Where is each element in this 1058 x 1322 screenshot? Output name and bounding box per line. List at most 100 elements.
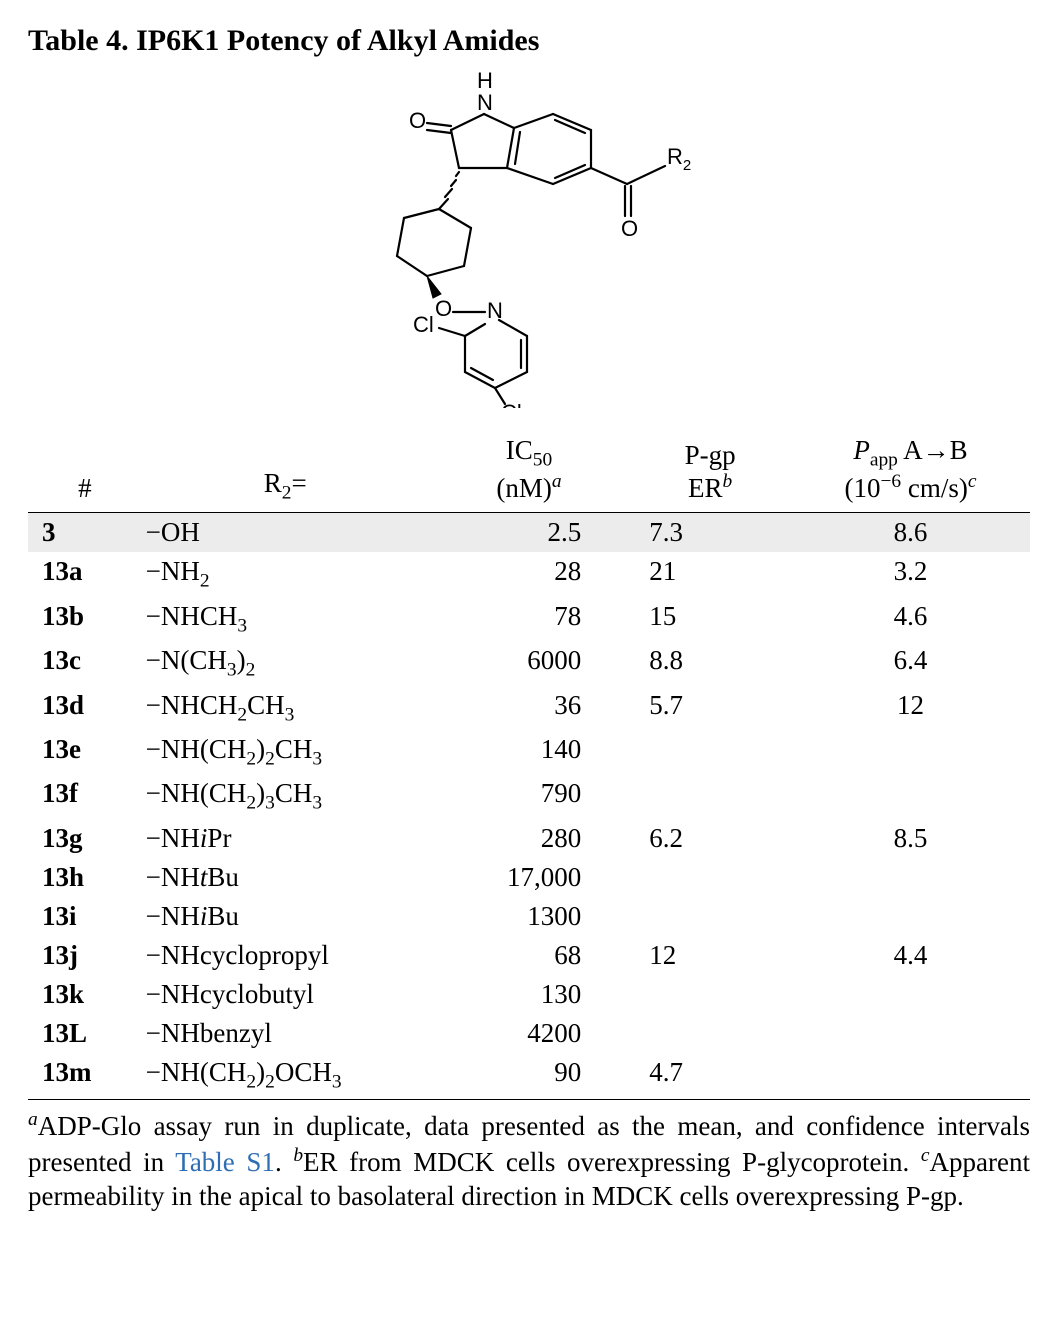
cell-papp: [791, 897, 1030, 936]
cell-papp: 4.4: [791, 936, 1030, 975]
col-header-r2: R2=: [142, 429, 429, 513]
cell-ic50: 78: [429, 597, 629, 641]
data-table: # R2= IC50 (nM)a P-gp ERb Papp A→B (10−6…: [28, 429, 1030, 1097]
label-Cl1: Cl: [413, 312, 434, 337]
cell-ic50: 790: [429, 774, 629, 818]
table-row: 13b−NHCH378154.6: [28, 597, 1030, 641]
link-table-s1[interactable]: Table S1: [175, 1147, 275, 1177]
table-header-row: # R2= IC50 (nM)a P-gp ERb Papp A→B (10−6…: [28, 429, 1030, 513]
table-body: 3−OH2.57.38.613a−NH228213.213b−NHCH37815…: [28, 513, 1030, 1097]
col-header-pgp: P-gp ERb: [629, 429, 791, 513]
cell-pgp: 4.7: [629, 1053, 791, 1097]
label-O3: O: [435, 296, 452, 321]
cell-pgp: [629, 975, 791, 1014]
cell-id: 13g: [28, 819, 142, 858]
table-row: 13L−NHbenzyl4200: [28, 1014, 1030, 1053]
label-O2: O: [621, 216, 638, 241]
chemical-structure: H N O O: [28, 68, 1030, 415]
cell-r2: −NHtBu: [142, 858, 429, 897]
table-row: 13c−N(CH3)260008.86.4: [28, 641, 1030, 685]
cell-pgp: 6.2: [629, 819, 791, 858]
table-row: 3−OH2.57.38.6: [28, 513, 1030, 553]
cell-r2: −NH(CH2)2OCH3: [142, 1053, 429, 1097]
cell-ic50: 6000: [429, 641, 629, 685]
cell-papp: [791, 1014, 1030, 1053]
label-R2: R2: [667, 144, 691, 174]
cell-papp: 12: [791, 686, 1030, 730]
cell-pgp: 8.8: [629, 641, 791, 685]
cell-pgp: 7.3: [629, 513, 791, 553]
cell-r2: −NH(CH2)2CH3: [142, 730, 429, 774]
cell-pgp: 5.7: [629, 686, 791, 730]
table-row: 13a−NH228213.2: [28, 552, 1030, 596]
cell-pgp: [629, 858, 791, 897]
table-row: 13m−NH(CH2)2OCH3904.7: [28, 1053, 1030, 1097]
chemical-structure-svg: H N O O: [309, 68, 749, 408]
table-row: 13g−NHiPr2806.28.5: [28, 819, 1030, 858]
cell-papp: [791, 975, 1030, 1014]
cell-ic50: 130: [429, 975, 629, 1014]
cell-r2: −NHbenzyl: [142, 1014, 429, 1053]
cell-papp: 4.6: [791, 597, 1030, 641]
cell-id: 13d: [28, 686, 142, 730]
cell-pgp: 12: [629, 936, 791, 975]
table-footnotes: aADP-Glo assay run in duplicate, data pr…: [28, 1099, 1030, 1214]
cell-id: 3: [28, 513, 142, 553]
cell-id: 13L: [28, 1014, 142, 1053]
cell-r2: −NH2: [142, 552, 429, 596]
cell-ic50: 140: [429, 730, 629, 774]
label-O1: O: [409, 108, 426, 133]
cell-papp: [791, 730, 1030, 774]
table-row: 13f−NH(CH2)3CH3790: [28, 774, 1030, 818]
cell-ic50: 28: [429, 552, 629, 596]
table-row: 13k−NHcyclobutyl130: [28, 975, 1030, 1014]
cell-id: 13b: [28, 597, 142, 641]
cell-r2: −NHiPr: [142, 819, 429, 858]
cell-id: 13f: [28, 774, 142, 818]
cell-id: 13m: [28, 1053, 142, 1097]
hashed-bond: [439, 172, 459, 209]
cell-r2: −NHcyclobutyl: [142, 975, 429, 1014]
label-N1: N: [477, 90, 493, 115]
table-title: Table 4. IP6K1 Potency of Alkyl Amides: [28, 24, 1030, 58]
cell-r2: −NHcyclopropyl: [142, 936, 429, 975]
cell-ic50: 90: [429, 1053, 629, 1097]
cell-pgp: [629, 730, 791, 774]
cell-r2: −NH(CH2)3CH3: [142, 774, 429, 818]
cell-papp: [791, 858, 1030, 897]
cell-pgp: [629, 897, 791, 936]
cell-ic50: 2.5: [429, 513, 629, 553]
cell-id: 13e: [28, 730, 142, 774]
cell-papp: 3.2: [791, 552, 1030, 596]
cell-id: 13h: [28, 858, 142, 897]
cell-papp: 6.4: [791, 641, 1030, 685]
cell-r2: −N(CH3)2: [142, 641, 429, 685]
cell-id: 13a: [28, 552, 142, 596]
cell-id: 13j: [28, 936, 142, 975]
col-header-papp: Papp A→B (10−6 cm/s)c: [791, 429, 1030, 513]
label-Cl2: Cl: [501, 400, 522, 408]
table-row: 13e−NH(CH2)2CH3140: [28, 730, 1030, 774]
cell-id: 13c: [28, 641, 142, 685]
cell-pgp: 21: [629, 552, 791, 596]
col-header-number: #: [28, 429, 142, 513]
col-header-ic50: IC50 (nM)a: [429, 429, 629, 513]
cell-ic50: 36: [429, 686, 629, 730]
cell-r2: −NHCH2CH3: [142, 686, 429, 730]
table-row: 13d−NHCH2CH3365.712: [28, 686, 1030, 730]
cell-ic50: 280: [429, 819, 629, 858]
cell-ic50: 17,000: [429, 858, 629, 897]
cell-papp: 8.5: [791, 819, 1030, 858]
table-row: 13h−NHtBu17,000: [28, 858, 1030, 897]
cell-pgp: [629, 1014, 791, 1053]
cell-ic50: 1300: [429, 897, 629, 936]
cell-ic50: 4200: [429, 1014, 629, 1053]
cell-r2: −NHCH3: [142, 597, 429, 641]
cell-r2: −OH: [142, 513, 429, 553]
cell-ic50: 68: [429, 936, 629, 975]
table-row: 13i−NHiBu1300: [28, 897, 1030, 936]
cell-pgp: 15: [629, 597, 791, 641]
cell-pgp: [629, 774, 791, 818]
table-row: 13j−NHcyclopropyl68124.4: [28, 936, 1030, 975]
cell-r2: −NHiBu: [142, 897, 429, 936]
